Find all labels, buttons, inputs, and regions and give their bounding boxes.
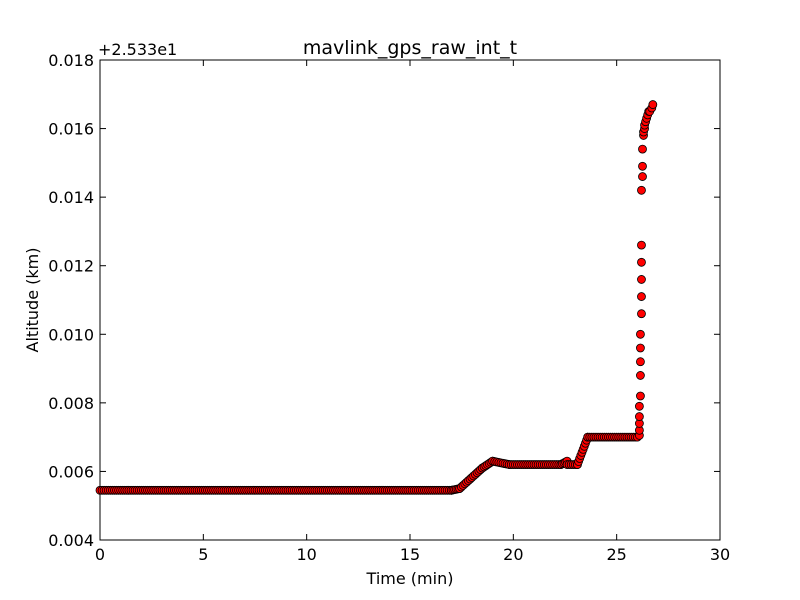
data-point: [637, 240, 646, 250]
x-tick-label: 20: [503, 545, 523, 564]
points-layer: [95, 100, 658, 495]
data-point: [635, 412, 644, 421]
plot-frame: [99, 59, 721, 541]
y-tick-label: 0.010: [48, 325, 94, 344]
data-point: [638, 172, 647, 181]
data-point: [637, 309, 646, 319]
data-point: [636, 371, 645, 380]
data-point: [636, 343, 645, 353]
y-tick-label: 0.008: [48, 394, 94, 413]
x-tick-label: 10: [296, 545, 316, 564]
ticks-layer: 0 5 10 15 20 25 30 0.004 0.006 0.008 0.010 0.012 0.0…: [48, 51, 730, 564]
y-tick-label: 0.012: [48, 257, 94, 276]
y-tick-label: 0.018: [48, 51, 94, 70]
y-axis-title: Altitude (km): [23, 248, 42, 353]
y-offset-label: +2.533e1: [98, 40, 177, 59]
data-point: [638, 144, 647, 154]
data-point: [636, 357, 645, 367]
data-point: [648, 100, 658, 109]
data-point: [637, 185, 646, 195]
chart-title: mavlink_gps_raw_int_t: [303, 37, 517, 59]
x-tick-label: 0: [95, 545, 105, 564]
x-tick-label: 30: [710, 545, 730, 564]
data-point: [636, 329, 645, 339]
data-point: [637, 257, 646, 267]
y-tick-label: 0.014: [48, 188, 94, 207]
data-point: [637, 292, 646, 301]
data-point: [636, 391, 645, 401]
x-tick-label: 5: [198, 545, 208, 564]
y-tick-label: 0.004: [48, 531, 94, 550]
x-axis-title: Time (min): [366, 569, 454, 588]
data-point: [638, 161, 647, 171]
x-tick-label: 15: [400, 545, 420, 564]
data-point: [635, 401, 644, 411]
y-tick-label: 0.006: [48, 462, 94, 481]
data-point: [637, 275, 646, 284]
y-tick-label: 0.016: [48, 120, 94, 139]
x-tick-label: 25: [606, 545, 626, 564]
